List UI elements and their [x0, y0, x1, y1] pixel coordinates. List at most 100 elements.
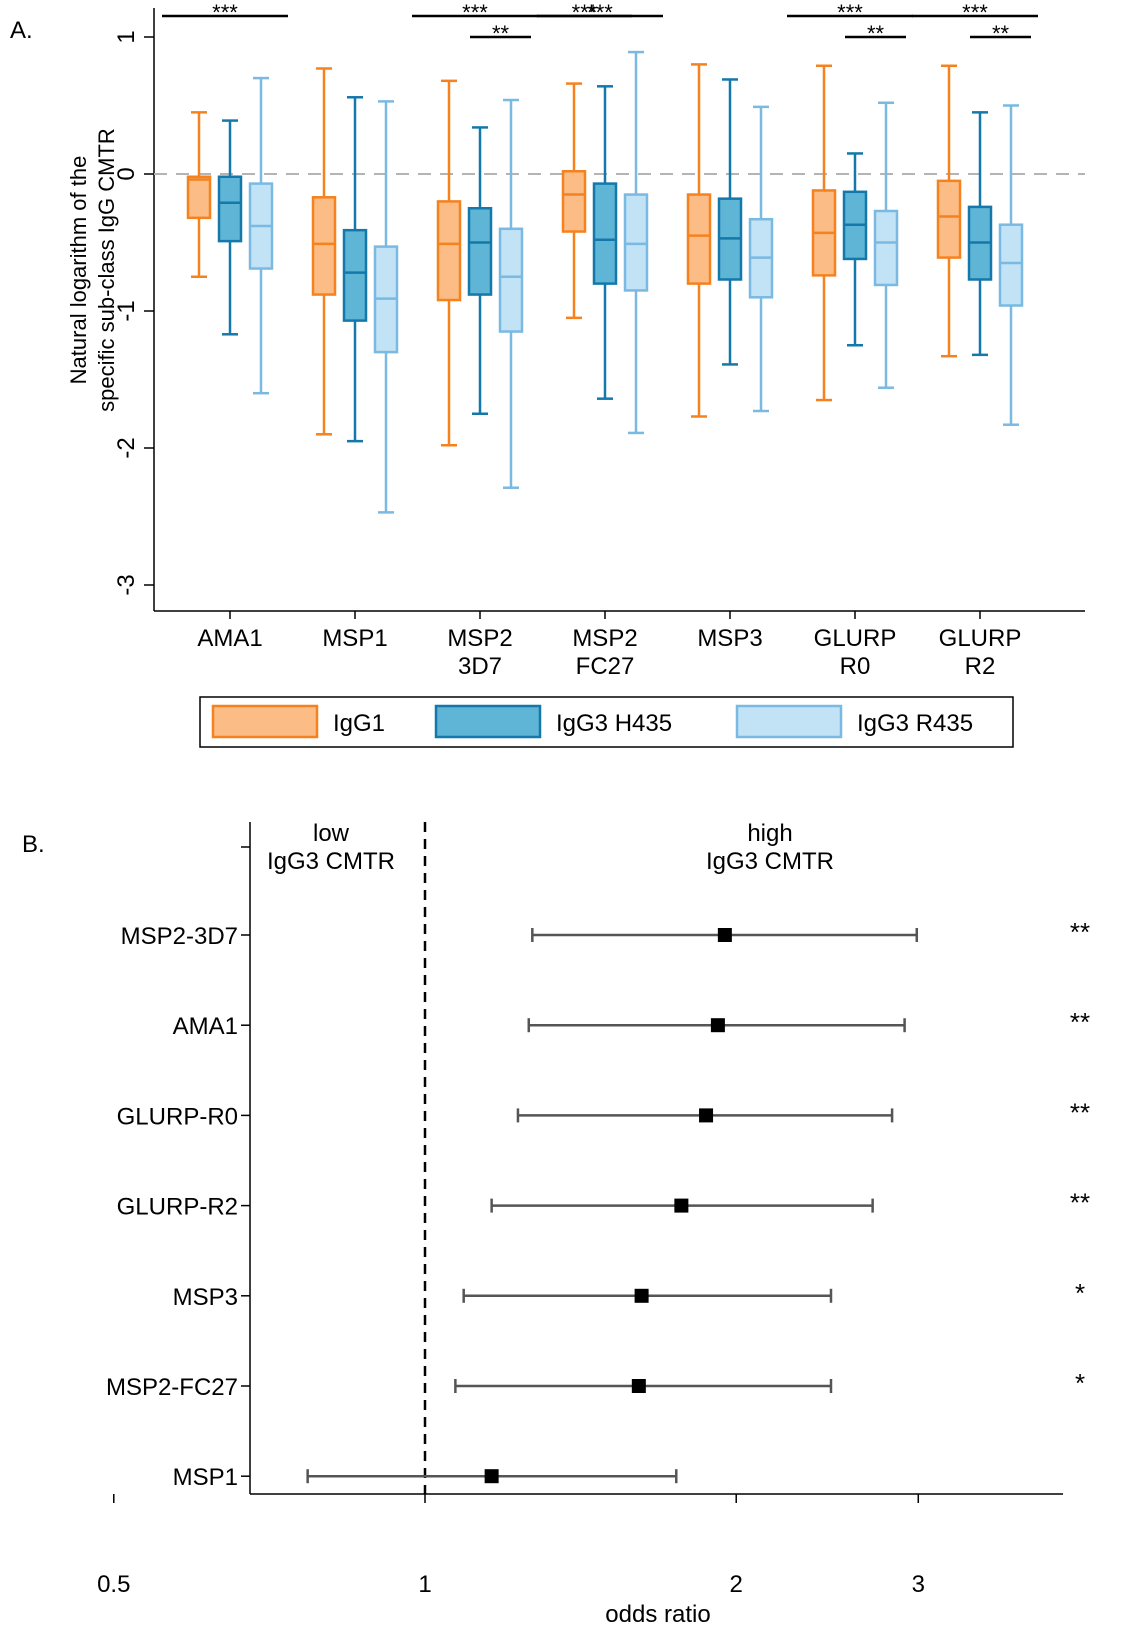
box-iqr — [873, 209, 899, 287]
significance-label: ** — [992, 21, 1010, 46]
box-igg1 — [311, 67, 337, 436]
forest-row: MSP2-3D7 ** — [121, 917, 1091, 950]
region-low-line-2: IgG3 CMTR — [267, 848, 395, 875]
panel-a-y-axis-title-line-2: specific sub-class IgG CMTR — [94, 128, 119, 412]
odds-ratio-point — [699, 1108, 714, 1123]
box-igg3-r435 — [873, 101, 899, 389]
y-tick-label-group: -1 — [113, 300, 140, 321]
significance-label: *** — [462, 0, 488, 25]
significance-label: * — [1075, 1368, 1085, 1398]
panel-a-y-axis-title-line-1: Natural logarithm of the — [66, 156, 91, 385]
x-tick-label: GLURP — [814, 625, 897, 652]
panel-b-region-labels: low IgG3 CMTR high IgG3 CMTR — [267, 820, 834, 875]
odds-ratio-point — [484, 1469, 499, 1484]
y-tick-label-group: -2 — [113, 437, 140, 458]
legend-swatch-igg3-h435 — [434, 704, 542, 739]
region-high-line-2: IgG3 CMTR — [706, 848, 834, 875]
significance-label: ** — [1070, 917, 1090, 947]
box-igg1 — [936, 64, 962, 358]
y-tick-label: -1 — [113, 300, 140, 321]
x-tick-label: MSP2 — [572, 625, 637, 652]
legend-label-igg1: IgG1 — [333, 710, 385, 737]
box-iqr — [436, 200, 462, 302]
box-iqr — [467, 207, 493, 296]
box-iqr — [561, 170, 587, 233]
x-tick-label: GLURP — [939, 625, 1022, 652]
odds-ratio-point — [710, 1018, 725, 1033]
b-x-tick-label: 2 — [730, 1571, 743, 1598]
significance-label: ** — [867, 21, 885, 46]
significance-label: ** — [1070, 1007, 1090, 1037]
legend-label-igg3-r435: IgG3 R435 — [857, 710, 973, 737]
box-iqr — [186, 175, 212, 220]
box-igg1 — [811, 64, 837, 402]
box-iqr — [936, 179, 962, 259]
legend-swatch-igg1 — [211, 704, 319, 739]
panel-a-boxes — [186, 50, 1024, 514]
box-iqr — [592, 182, 618, 285]
panel-a: A. Natural logarithm of the specific sub… — [10, 0, 1085, 748]
panel-b-rows: MSP2-3D7 **AMA1 **GLURP-R0 **GLURP-R2 **MSP3… — [106, 917, 1090, 1491]
box-igg3-r435 — [248, 76, 274, 395]
panel-b-x-axis-title: odds ratio — [605, 1601, 710, 1627]
odds-ratio-point — [634, 1288, 649, 1303]
row-label: GLURP-R0 — [117, 1103, 238, 1130]
box-igg1 — [686, 63, 712, 418]
x-tick-label: FC27 — [576, 653, 635, 680]
y-tick-label-group: 0 — [113, 167, 140, 180]
panel-b: B. 0.5 1 2 3 low IgG3 CMTR high IgG3 CMTR M… — [22, 820, 1090, 1627]
significance-label: *** — [212, 0, 238, 25]
panel-a-label: A. — [10, 17, 33, 44]
box-iqr — [686, 193, 712, 285]
box-igg1 — [436, 79, 462, 447]
box-igg3-r435 — [373, 100, 399, 514]
box-iqr — [217, 175, 243, 243]
y-tick-label-group: 1 — [113, 30, 140, 43]
x-tick-label: R0 — [840, 653, 871, 680]
region-high-line-1: high — [747, 820, 792, 847]
y-tick-label: 1 — [113, 30, 140, 43]
b-x-tick-label: 0.5 — [97, 1571, 130, 1598]
panel-a-legend: IgG1 IgG3 H435 IgG3 R435 — [199, 696, 1014, 748]
odds-ratio-point — [631, 1379, 646, 1393]
box-igg3-h435 — [592, 85, 618, 400]
row-label: MSP2-3D7 — [121, 923, 238, 950]
box-igg3-h435 — [217, 119, 243, 336]
panel-a-significance-bars: *** *********** ********** — [162, 0, 1038, 46]
box-igg1 — [186, 111, 212, 278]
significance-label: ** — [492, 21, 510, 46]
significance-label: * — [1075, 1278, 1085, 1308]
box-iqr — [998, 223, 1024, 307]
significance-label: ** — [1070, 1097, 1090, 1127]
row-label: MSP1 — [173, 1464, 238, 1491]
box-iqr — [623, 193, 649, 292]
box-igg3-h435 — [467, 126, 493, 415]
region-low-line-1: low — [313, 820, 350, 847]
box-iqr — [498, 227, 524, 333]
forest-row: MSP2-FC27 * — [106, 1368, 1085, 1401]
box-igg3-h435 — [842, 152, 868, 347]
x-tick-label: MSP1 — [322, 625, 387, 652]
panel-b-label: B. — [22, 831, 45, 858]
row-label: MSP2-FC27 — [106, 1374, 238, 1401]
odds-ratio-point — [674, 1198, 689, 1213]
row-label: GLURP-R2 — [117, 1194, 238, 1221]
y-tick-label: 0 — [113, 167, 140, 180]
odds-ratio-point — [717, 928, 732, 942]
b-x-tick-label: 1 — [418, 1571, 431, 1598]
y-tick-label-group: -3 — [113, 574, 140, 595]
significance-label: *** — [837, 0, 863, 25]
significance-label: *** — [962, 0, 988, 25]
forest-row: MSP3 * — [173, 1278, 1085, 1311]
box-igg3-r435 — [748, 105, 774, 413]
legend-swatch-igg3-r435 — [735, 704, 843, 739]
panel-b-axes: 0.5 1 2 3 — [97, 822, 1063, 1598]
box-iqr — [342, 228, 368, 322]
box-iqr — [311, 196, 337, 296]
significance-label: ** — [1070, 1188, 1090, 1218]
b-x-tick-label: 3 — [912, 1571, 925, 1598]
forest-row: AMA1 ** — [173, 1007, 1090, 1040]
box-igg3-h435 — [717, 78, 743, 366]
row-label: MSP3 — [173, 1284, 238, 1311]
